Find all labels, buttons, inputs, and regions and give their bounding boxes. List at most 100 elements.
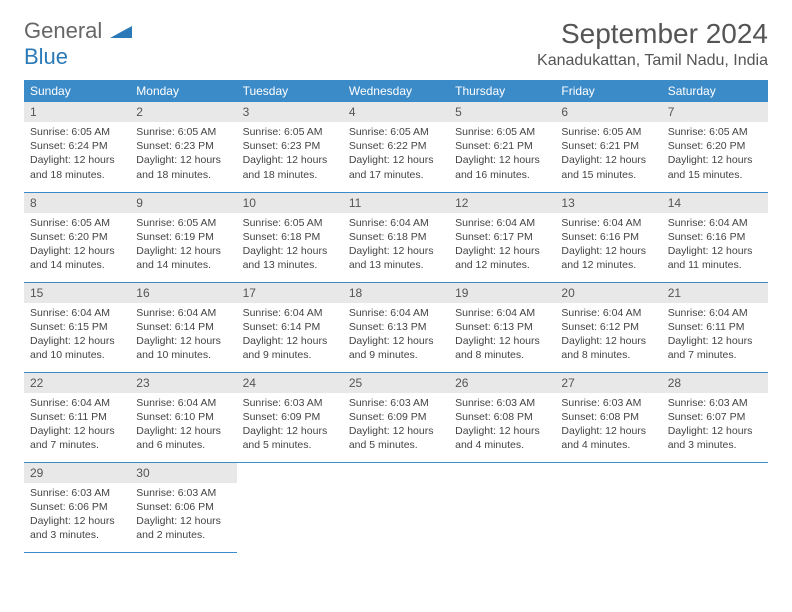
day-number: 22 <box>24 373 130 393</box>
calendar-cell <box>449 462 555 552</box>
calendar-row: 8Sunrise: 6:05 AMSunset: 6:20 PMDaylight… <box>24 192 768 282</box>
calendar-cell: 2Sunrise: 6:05 AMSunset: 6:23 PMDaylight… <box>130 102 236 192</box>
day-number: 12 <box>449 193 555 213</box>
day-number: 24 <box>237 373 343 393</box>
calendar-cell: 4Sunrise: 6:05 AMSunset: 6:22 PMDaylight… <box>343 102 449 192</box>
day-number: 9 <box>130 193 236 213</box>
weekday-header: Sunday <box>24 80 130 102</box>
calendar-cell: 12Sunrise: 6:04 AMSunset: 6:17 PMDayligh… <box>449 192 555 282</box>
day-details: Sunrise: 6:04 AMSunset: 6:12 PMDaylight:… <box>555 303 661 369</box>
calendar-cell: 30Sunrise: 6:03 AMSunset: 6:06 PMDayligh… <box>130 462 236 552</box>
day-number: 10 <box>237 193 343 213</box>
day-details: Sunrise: 6:03 AMSunset: 6:07 PMDaylight:… <box>662 393 768 459</box>
calendar-cell: 10Sunrise: 6:05 AMSunset: 6:18 PMDayligh… <box>237 192 343 282</box>
calendar-cell: 21Sunrise: 6:04 AMSunset: 6:11 PMDayligh… <box>662 282 768 372</box>
day-number: 18 <box>343 283 449 303</box>
calendar-cell: 20Sunrise: 6:04 AMSunset: 6:12 PMDayligh… <box>555 282 661 372</box>
day-details: Sunrise: 6:03 AMSunset: 6:09 PMDaylight:… <box>237 393 343 459</box>
day-number: 27 <box>555 373 661 393</box>
day-details: Sunrise: 6:05 AMSunset: 6:23 PMDaylight:… <box>130 122 236 188</box>
weekday-header: Monday <box>130 80 236 102</box>
calendar-cell: 14Sunrise: 6:04 AMSunset: 6:16 PMDayligh… <box>662 192 768 282</box>
day-details: Sunrise: 6:03 AMSunset: 6:06 PMDaylight:… <box>130 483 236 549</box>
day-number: 30 <box>130 463 236 483</box>
calendar-cell: 25Sunrise: 6:03 AMSunset: 6:09 PMDayligh… <box>343 372 449 462</box>
calendar-cell: 18Sunrise: 6:04 AMSunset: 6:13 PMDayligh… <box>343 282 449 372</box>
day-details: Sunrise: 6:03 AMSunset: 6:08 PMDaylight:… <box>555 393 661 459</box>
day-details: Sunrise: 6:04 AMSunset: 6:11 PMDaylight:… <box>24 393 130 459</box>
calendar-cell <box>237 462 343 552</box>
logo: General Blue <box>24 18 132 70</box>
day-details: Sunrise: 6:04 AMSunset: 6:14 PMDaylight:… <box>130 303 236 369</box>
calendar-cell: 26Sunrise: 6:03 AMSunset: 6:08 PMDayligh… <box>449 372 555 462</box>
calendar-cell: 13Sunrise: 6:04 AMSunset: 6:16 PMDayligh… <box>555 192 661 282</box>
day-number: 20 <box>555 283 661 303</box>
day-details: Sunrise: 6:04 AMSunset: 6:10 PMDaylight:… <box>130 393 236 459</box>
day-details: Sunrise: 6:04 AMSunset: 6:16 PMDaylight:… <box>662 213 768 279</box>
day-details: Sunrise: 6:04 AMSunset: 6:15 PMDaylight:… <box>24 303 130 369</box>
day-details: Sunrise: 6:05 AMSunset: 6:21 PMDaylight:… <box>555 122 661 188</box>
day-details: Sunrise: 6:04 AMSunset: 6:11 PMDaylight:… <box>662 303 768 369</box>
calendar-cell: 3Sunrise: 6:05 AMSunset: 6:23 PMDaylight… <box>237 102 343 192</box>
day-number: 16 <box>130 283 236 303</box>
logo-text-1: General <box>24 18 102 43</box>
calendar-cell: 22Sunrise: 6:04 AMSunset: 6:11 PMDayligh… <box>24 372 130 462</box>
day-number: 15 <box>24 283 130 303</box>
calendar-table: SundayMondayTuesdayWednesdayThursdayFrid… <box>24 80 768 553</box>
calendar-cell: 11Sunrise: 6:04 AMSunset: 6:18 PMDayligh… <box>343 192 449 282</box>
calendar-body: 1Sunrise: 6:05 AMSunset: 6:24 PMDaylight… <box>24 102 768 552</box>
calendar-cell: 6Sunrise: 6:05 AMSunset: 6:21 PMDaylight… <box>555 102 661 192</box>
title-block: September 2024 Kanadukattan, Tamil Nadu,… <box>537 18 768 70</box>
day-number: 17 <box>237 283 343 303</box>
day-details: Sunrise: 6:03 AMSunset: 6:09 PMDaylight:… <box>343 393 449 459</box>
day-details: Sunrise: 6:03 AMSunset: 6:06 PMDaylight:… <box>24 483 130 549</box>
day-details: Sunrise: 6:04 AMSunset: 6:16 PMDaylight:… <box>555 213 661 279</box>
day-details: Sunrise: 6:04 AMSunset: 6:17 PMDaylight:… <box>449 213 555 279</box>
day-number: 7 <box>662 102 768 122</box>
day-details: Sunrise: 6:05 AMSunset: 6:20 PMDaylight:… <box>24 213 130 279</box>
day-number: 19 <box>449 283 555 303</box>
calendar-cell: 17Sunrise: 6:04 AMSunset: 6:14 PMDayligh… <box>237 282 343 372</box>
calendar-row: 29Sunrise: 6:03 AMSunset: 6:06 PMDayligh… <box>24 462 768 552</box>
weekday-header: Thursday <box>449 80 555 102</box>
day-number: 13 <box>555 193 661 213</box>
logo-text-2: Blue <box>24 44 68 69</box>
day-number: 4 <box>343 102 449 122</box>
calendar-cell: 7Sunrise: 6:05 AMSunset: 6:20 PMDaylight… <box>662 102 768 192</box>
calendar-row: 15Sunrise: 6:04 AMSunset: 6:15 PMDayligh… <box>24 282 768 372</box>
weekday-header: Friday <box>555 80 661 102</box>
day-number: 25 <box>343 373 449 393</box>
day-details: Sunrise: 6:05 AMSunset: 6:20 PMDaylight:… <box>662 122 768 188</box>
calendar-cell: 24Sunrise: 6:03 AMSunset: 6:09 PMDayligh… <box>237 372 343 462</box>
day-details: Sunrise: 6:05 AMSunset: 6:23 PMDaylight:… <box>237 122 343 188</box>
calendar-row: 1Sunrise: 6:05 AMSunset: 6:24 PMDaylight… <box>24 102 768 192</box>
calendar-cell: 5Sunrise: 6:05 AMSunset: 6:21 PMDaylight… <box>449 102 555 192</box>
day-number: 2 <box>130 102 236 122</box>
calendar-cell: 23Sunrise: 6:04 AMSunset: 6:10 PMDayligh… <box>130 372 236 462</box>
day-number: 3 <box>237 102 343 122</box>
day-details: Sunrise: 6:04 AMSunset: 6:13 PMDaylight:… <box>449 303 555 369</box>
weekday-header: Tuesday <box>237 80 343 102</box>
calendar-cell: 16Sunrise: 6:04 AMSunset: 6:14 PMDayligh… <box>130 282 236 372</box>
day-details: Sunrise: 6:04 AMSunset: 6:14 PMDaylight:… <box>237 303 343 369</box>
day-number: 14 <box>662 193 768 213</box>
day-number: 23 <box>130 373 236 393</box>
calendar-cell <box>343 462 449 552</box>
calendar-cell: 15Sunrise: 6:04 AMSunset: 6:15 PMDayligh… <box>24 282 130 372</box>
day-number: 5 <box>449 102 555 122</box>
calendar-cell <box>555 462 661 552</box>
day-number: 21 <box>662 283 768 303</box>
day-details: Sunrise: 6:04 AMSunset: 6:13 PMDaylight:… <box>343 303 449 369</box>
calendar-cell: 1Sunrise: 6:05 AMSunset: 6:24 PMDaylight… <box>24 102 130 192</box>
calendar-cell: 8Sunrise: 6:05 AMSunset: 6:20 PMDaylight… <box>24 192 130 282</box>
calendar-cell: 29Sunrise: 6:03 AMSunset: 6:06 PMDayligh… <box>24 462 130 552</box>
calendar-cell: 9Sunrise: 6:05 AMSunset: 6:19 PMDaylight… <box>130 192 236 282</box>
day-number: 26 <box>449 373 555 393</box>
weekday-header: Wednesday <box>343 80 449 102</box>
location: Kanadukattan, Tamil Nadu, India <box>537 52 768 70</box>
day-details: Sunrise: 6:05 AMSunset: 6:22 PMDaylight:… <box>343 122 449 188</box>
calendar-cell: 27Sunrise: 6:03 AMSunset: 6:08 PMDayligh… <box>555 372 661 462</box>
weekday-header: Saturday <box>662 80 768 102</box>
month-title: September 2024 <box>537 18 768 50</box>
calendar-cell: 28Sunrise: 6:03 AMSunset: 6:07 PMDayligh… <box>662 372 768 462</box>
